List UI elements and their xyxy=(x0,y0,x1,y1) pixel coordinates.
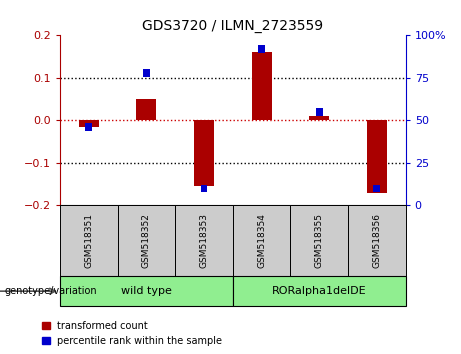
Text: GSM518354: GSM518354 xyxy=(257,213,266,268)
FancyBboxPatch shape xyxy=(118,205,175,276)
Text: wild type: wild type xyxy=(121,286,172,296)
Bar xyxy=(367,120,387,193)
Text: GSM518352: GSM518352 xyxy=(142,213,151,268)
FancyBboxPatch shape xyxy=(233,205,290,276)
Bar xyxy=(194,120,214,186)
Bar xyxy=(258,45,265,53)
Bar xyxy=(316,108,323,116)
Bar xyxy=(309,116,329,120)
Bar xyxy=(373,184,380,192)
Text: GSM518356: GSM518356 xyxy=(372,213,381,268)
Title: GDS3720 / ILMN_2723559: GDS3720 / ILMN_2723559 xyxy=(142,19,323,33)
FancyBboxPatch shape xyxy=(290,205,348,276)
Text: GSM518355: GSM518355 xyxy=(315,213,324,268)
Bar xyxy=(85,123,92,131)
Text: GSM518351: GSM518351 xyxy=(84,213,93,268)
Bar xyxy=(201,184,207,192)
Bar xyxy=(143,69,150,76)
Bar xyxy=(136,99,156,120)
FancyBboxPatch shape xyxy=(348,205,406,276)
FancyBboxPatch shape xyxy=(60,276,233,306)
Bar xyxy=(252,52,272,120)
Text: GSM518353: GSM518353 xyxy=(200,213,208,268)
FancyBboxPatch shape xyxy=(60,205,118,276)
Text: genotype/variation: genotype/variation xyxy=(5,286,97,296)
Legend: transformed count, percentile rank within the sample: transformed count, percentile rank withi… xyxy=(42,321,222,346)
FancyBboxPatch shape xyxy=(233,276,406,306)
Bar xyxy=(79,120,99,127)
FancyBboxPatch shape xyxy=(175,205,233,276)
Text: RORalpha1delDE: RORalpha1delDE xyxy=(272,286,366,296)
